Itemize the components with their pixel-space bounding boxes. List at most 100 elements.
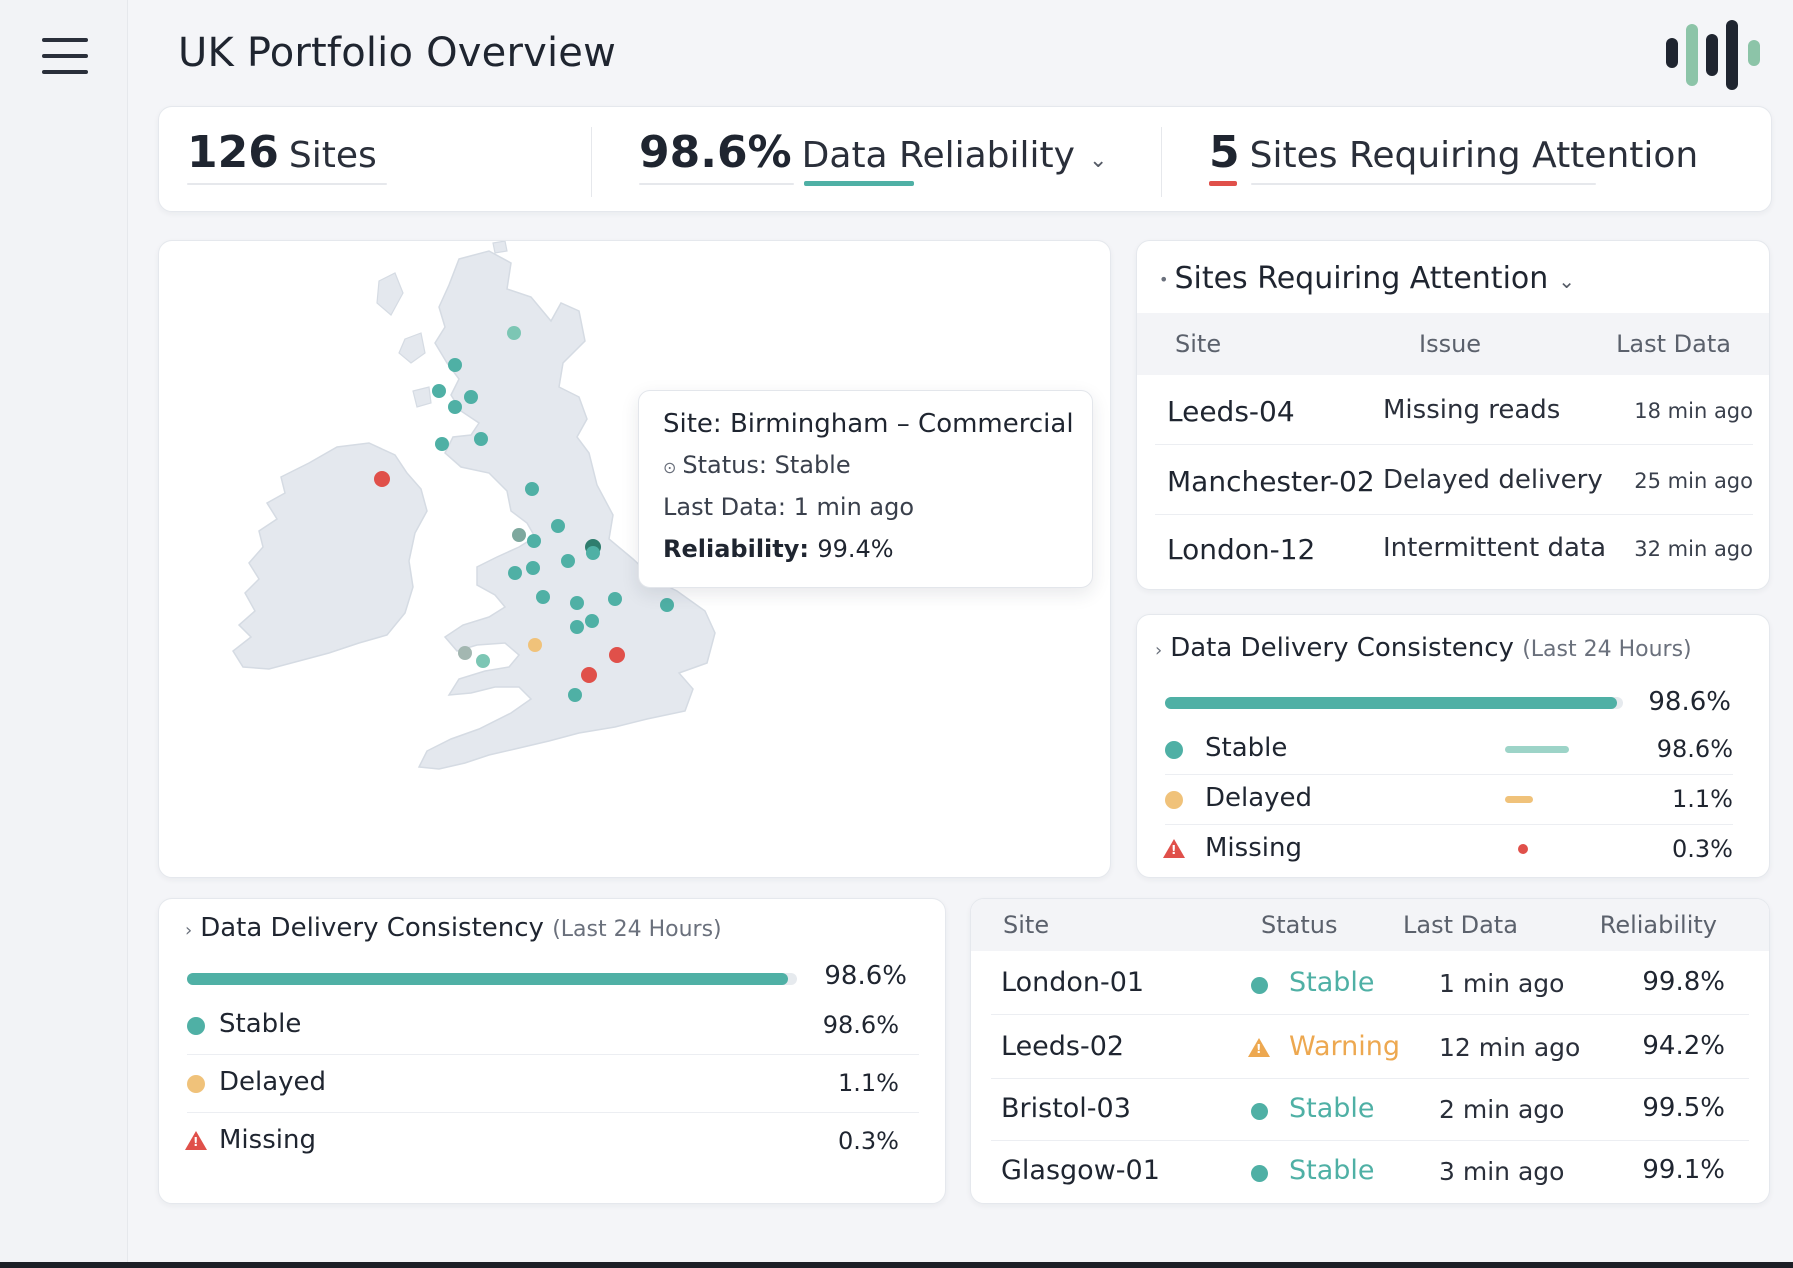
stable-dot-icon: [1165, 741, 1183, 759]
great-britain-landmass: [417, 250, 716, 770]
consistency-bar-fill: [1165, 697, 1617, 709]
table-row[interactable]: London-12 Intermittent data 32 min ago: [1155, 515, 1753, 583]
map-site-tooltip: Site: Birmingham – Commercial ⊙ Status: S…: [638, 390, 1093, 588]
chevron-down-icon[interactable]: ⌄: [1558, 269, 1576, 293]
kpi-reliability-value: 98.6%: [639, 127, 792, 178]
kpi-reliability-active-underline: [804, 181, 914, 186]
legend-name: Delayed: [1205, 783, 1313, 813]
skye: [398, 332, 426, 364]
site-marker: [525, 482, 539, 496]
legend-pct: 0.3%: [1672, 835, 1733, 863]
site-marker: [464, 390, 478, 404]
attention-issue: Missing reads: [1383, 395, 1561, 425]
table-row[interactable]: London-01 Stable 1 min ago 99.8%: [991, 953, 1749, 1015]
status-dot-icon: ⊙: [663, 458, 677, 477]
legend-mini-bar: [1505, 746, 1569, 753]
kpi-sites[interactable]: 126 Sites: [187, 127, 377, 197]
column-header-issue[interactable]: Issue: [1419, 330, 1482, 358]
site-status: Stable: [1289, 1093, 1375, 1124]
mull: [412, 386, 432, 408]
chevron-right-icon[interactable]: ›: [1155, 640, 1163, 661]
kpi-divider: [591, 127, 592, 197]
attention-issue: Delayed delivery: [1383, 465, 1603, 495]
stable-dot-icon: [1251, 977, 1268, 994]
consistency-panel-left: › Data Delivery Consistency (Last 24 Hour…: [158, 898, 946, 1204]
site-status: Stable: [1289, 1155, 1375, 1186]
attention-panel-title: Sites Requiring Attention: [1174, 261, 1549, 296]
site-marker: [435, 437, 449, 451]
attention-panel: • Sites Requiring Attention ⌄ Site Issue L…: [1136, 240, 1770, 590]
tooltip-site: Site: Birmingham – Commercial: [663, 409, 1074, 439]
hamburger-menu-icon[interactable]: [40, 36, 90, 76]
consistency-header[interactable]: › Data Delivery Consistency (Last 24 Hour…: [1155, 633, 1692, 663]
site-marker: [448, 358, 462, 372]
kpi-sites-value: 126: [187, 127, 279, 178]
site-last-data: 2 min ago: [1439, 1095, 1565, 1124]
column-header-reliability[interactable]: Reliability: [1599, 911, 1717, 939]
legend-pct: 1.1%: [838, 1069, 899, 1097]
attention-last-data: 32 min ago: [1634, 537, 1753, 561]
tooltip-reliability-row: Reliability: 99.4%: [663, 535, 1068, 563]
legend-mini-bar: [1505, 796, 1533, 803]
site-status: Stable: [1289, 967, 1375, 998]
legend-row-delayed: Delayed 1.1%: [187, 1055, 919, 1113]
site-reliability: 99.5%: [1642, 1093, 1725, 1123]
chevron-right-icon[interactable]: ›: [185, 920, 193, 941]
site-marker: [512, 528, 526, 542]
legend-row-stable: Stable 98.6%: [1165, 725, 1733, 775]
table-row[interactable]: Manchester-02 Delayed delivery 25 min ag…: [1155, 447, 1753, 515]
legend-pct: 1.1%: [1672, 785, 1733, 813]
warning-triangle-icon: [1163, 839, 1185, 858]
attention-last-data: 25 min ago: [1634, 469, 1753, 493]
warning-triangle-icon: [1248, 1038, 1270, 1057]
legend-name: Stable: [219, 1009, 302, 1039]
table-row[interactable]: Leeds-04 Missing reads 18 min ago: [1155, 377, 1753, 445]
column-header-site[interactable]: Site: [1003, 911, 1050, 939]
site-last-data: 1 min ago: [1439, 969, 1565, 998]
legend-name: Missing: [1205, 833, 1302, 863]
site-markers: [374, 326, 674, 702]
consistency-header[interactable]: › Data Delivery Consistency (Last 24 Hour…: [185, 913, 722, 943]
consistency-subtitle: (Last 24 Hours): [1522, 637, 1692, 662]
site-marker: [568, 688, 582, 702]
chevron-down-icon[interactable]: ⌄: [1088, 148, 1108, 173]
legend-row-delayed: Delayed 1.1%: [1165, 775, 1733, 825]
kpi-attention[interactable]: 5 Sites Requiring Attention: [1209, 127, 1698, 197]
site-marker: [570, 620, 584, 634]
kpi-sites-label: Sites: [288, 135, 377, 176]
site-marker: [474, 432, 488, 446]
kpi-bar: 126 Sites 98.6% Data Reliability ⌄ 5 Sit…: [158, 106, 1772, 212]
column-header-last-data[interactable]: Last Data: [1403, 911, 1518, 939]
consistency-bar-track: [1165, 697, 1623, 709]
kpi-attention-label: Sites Requiring Attention: [1249, 135, 1699, 176]
consistency-title: Data Delivery Consistency: [1170, 633, 1514, 663]
consistency-title: Data Delivery Consistency: [200, 913, 544, 943]
sites-table: Site Status Last Data Reliability London…: [970, 898, 1770, 1204]
stable-dot-icon: [1251, 1165, 1268, 1182]
attention-panel-header[interactable]: • Sites Requiring Attention ⌄: [1159, 261, 1575, 296]
column-header-last-data[interactable]: Last Data: [1616, 330, 1731, 358]
kpi-sites-underline: [187, 183, 387, 185]
table-row[interactable]: Bristol-03 Stable 2 min ago 99.5%: [991, 1079, 1749, 1141]
site-name: London-01: [1001, 967, 1145, 998]
uk-map[interactable]: [159, 241, 1112, 879]
site-name: Bristol-03: [1001, 1093, 1131, 1124]
column-header-site[interactable]: Site: [1175, 330, 1222, 358]
table-row[interactable]: Leeds-02 Warning 12 min ago 94.2%: [991, 1017, 1749, 1079]
tooltip-status-row: ⊙ Status: Stable: [663, 451, 1068, 479]
legend-name: Missing: [219, 1125, 316, 1155]
column-header-status[interactable]: Status: [1261, 911, 1338, 939]
legend-name: Stable: [1205, 733, 1288, 763]
kpi-reliability[interactable]: 98.6% Data Reliability ⌄: [639, 127, 1107, 197]
site-name: Glasgow-01: [1001, 1155, 1160, 1186]
tooltip-last-data: Last Data: 1 min ago: [663, 493, 915, 521]
consistency-bar-fill: [187, 973, 789, 985]
consistency-bar-track: [187, 973, 797, 985]
kpi-divider: [1161, 127, 1162, 197]
site-marker: [570, 596, 584, 610]
kpi-attention-underline: [1251, 183, 1596, 185]
site-marker: [458, 646, 472, 660]
site-marker: [526, 561, 540, 575]
legend-pct: 98.6%: [1656, 735, 1733, 763]
table-row[interactable]: Glasgow-01 Stable 3 min ago 99.1%: [991, 1141, 1749, 1203]
